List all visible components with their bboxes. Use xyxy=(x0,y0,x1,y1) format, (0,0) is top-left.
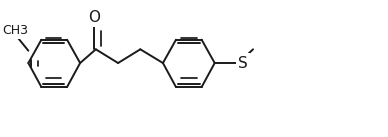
Text: CH3: CH3 xyxy=(2,24,28,37)
Text: S: S xyxy=(238,55,248,71)
Text: O: O xyxy=(88,10,100,25)
